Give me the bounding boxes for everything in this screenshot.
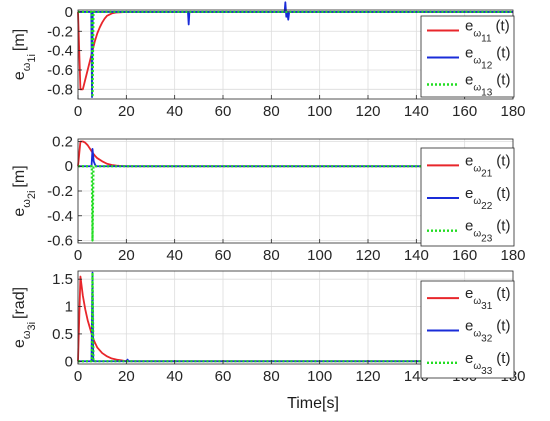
x-tick-label: 160 bbox=[452, 103, 477, 120]
legend-label-21: eω21(t) bbox=[465, 152, 510, 179]
x-tick-label: 60 bbox=[215, 103, 232, 120]
legend-label-31: eω31(t) bbox=[465, 285, 510, 312]
series-line-23 bbox=[78, 165, 513, 242]
y-axis-label: eω2i[m] bbox=[11, 165, 38, 216]
legend-label-11: eω11(t) bbox=[465, 18, 510, 45]
x-tick-label: 0 bbox=[74, 368, 82, 385]
y-tick-label: -0.4 bbox=[47, 43, 73, 60]
y-tick-label: 1 bbox=[65, 299, 73, 316]
legend-label-22: eω22(t) bbox=[465, 185, 510, 212]
x-tick-label: 80 bbox=[263, 103, 280, 120]
y-tick-label: 0.2 bbox=[52, 133, 73, 150]
x-tick-label: 20 bbox=[118, 368, 135, 385]
x-axis-label: Time[s] bbox=[287, 395, 339, 412]
x-tick-label: 100 bbox=[307, 247, 332, 264]
x-tick-label: 80 bbox=[263, 368, 280, 385]
x-tick-label: 160 bbox=[452, 247, 477, 264]
legend: eω11(t)eω12(t)eω13(t) bbox=[420, 15, 515, 99]
subplot-3: 0204060801001201401601801.510.50eω3i[rad… bbox=[11, 270, 526, 385]
series-line-11 bbox=[77, 11, 513, 91]
x-tick-label: 180 bbox=[500, 103, 525, 120]
y-tick-label: 1.5 bbox=[52, 271, 73, 288]
y-tick-label: 0 bbox=[65, 4, 73, 21]
x-tick-label: 60 bbox=[215, 247, 232, 264]
x-tick-label: 120 bbox=[355, 247, 380, 264]
legend-label-33: eω33(t) bbox=[465, 350, 510, 377]
x-tick-label: 60 bbox=[215, 368, 232, 385]
series-line-13 bbox=[78, 10, 513, 99]
legend-label-32: eω32(t) bbox=[465, 318, 510, 345]
y-axis-label: eω1i[m] bbox=[11, 29, 38, 80]
x-tick-label: 80 bbox=[263, 247, 280, 264]
x-tick-label: 20 bbox=[118, 103, 135, 120]
y-tick-label: -0.4 bbox=[47, 208, 73, 225]
x-tick-label: 20 bbox=[118, 247, 135, 264]
y-axis-label: eω3i[rad] bbox=[11, 287, 38, 348]
subplot-1: 0 20 40 60 80 100 120 140 160 180 0 -0.2 -0.4 -0.6 -0.… bbox=[11, 1, 526, 120]
y-tick-label: -0.6 bbox=[47, 62, 73, 79]
y-tick-label: 0 bbox=[65, 353, 73, 370]
y-tick-label: -0.2 bbox=[47, 183, 73, 200]
series-line-33 bbox=[78, 271, 513, 363]
x-tick-label: 40 bbox=[166, 103, 183, 120]
legend-label-13: eω13(t) bbox=[465, 72, 510, 99]
series-line-31 bbox=[77, 275, 513, 363]
x-tick-label: 120 bbox=[355, 103, 380, 120]
y-tick-label: 0.5 bbox=[52, 326, 73, 343]
x-tick-label: 0 bbox=[74, 103, 82, 120]
x-tick-label: 180 bbox=[500, 247, 525, 264]
y-tick-label: -0.8 bbox=[47, 81, 73, 98]
y-tick-label: 0 bbox=[65, 158, 73, 175]
legend-label-23: eω23(t) bbox=[465, 218, 510, 245]
x-tick-label: 120 bbox=[355, 368, 380, 385]
legend-label-12: eω12(t) bbox=[465, 45, 510, 72]
legend: eω31(t) eω32(t) eω33(t) bbox=[420, 280, 515, 379]
x-tick-label: 40 bbox=[166, 368, 183, 385]
x-tick-label: 140 bbox=[404, 103, 429, 120]
x-tick-label: 0 bbox=[74, 247, 82, 264]
x-tick-label: 140 bbox=[404, 247, 429, 264]
legend: eω21(t) eω22(t) eω23(t) bbox=[420, 147, 515, 247]
x-tick-label: 100 bbox=[307, 368, 332, 385]
x-tick-label: 40 bbox=[166, 247, 183, 264]
subplot-2: 0 20 40 60 80 100 120 140 160 180 0.2 0 -0.2 -0.4 -0.6… bbox=[11, 133, 526, 264]
y-tick-label: -0.6 bbox=[47, 233, 73, 250]
y-tick-label: -0.2 bbox=[47, 23, 73, 40]
x-tick-label: 100 bbox=[307, 103, 332, 120]
